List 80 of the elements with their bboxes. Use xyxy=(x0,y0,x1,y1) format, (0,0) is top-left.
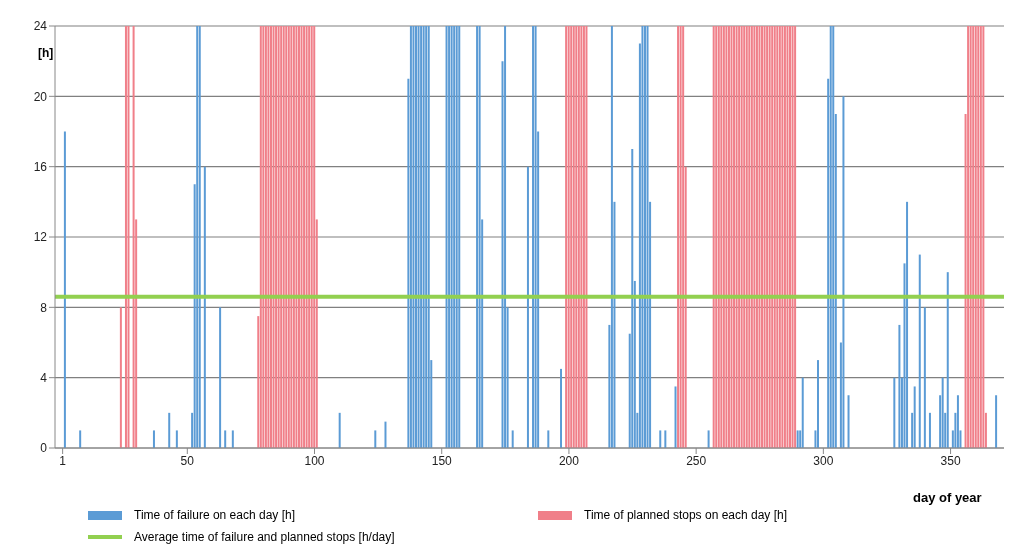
bar xyxy=(832,26,835,448)
bar xyxy=(560,368,563,448)
bar xyxy=(313,26,316,448)
bar xyxy=(63,131,66,448)
bar xyxy=(585,26,588,448)
bar xyxy=(946,272,949,448)
bar xyxy=(847,395,850,448)
bar xyxy=(893,377,896,448)
x-tick-label: 1 xyxy=(59,453,67,468)
bar xyxy=(547,430,550,448)
bar xyxy=(409,26,412,448)
bar xyxy=(928,412,931,448)
bar xyxy=(707,430,710,448)
bar xyxy=(664,430,667,448)
bar xyxy=(259,26,262,448)
x-tick-label: 250 xyxy=(686,453,707,468)
bar xyxy=(610,26,613,448)
x-tick-label: 150 xyxy=(431,453,453,468)
bar xyxy=(646,26,649,448)
bar xyxy=(384,421,387,448)
bar xyxy=(913,386,916,448)
x-tick-label: 50 xyxy=(180,453,195,468)
bar xyxy=(231,430,234,448)
x-tick-label: 300 xyxy=(813,453,834,468)
bar xyxy=(445,26,448,448)
bar xyxy=(175,430,178,448)
bar xyxy=(152,430,155,448)
bar xyxy=(982,26,985,448)
y-tick-label: 20 xyxy=(33,89,48,104)
bar xyxy=(796,430,799,448)
bar xyxy=(786,26,789,448)
legend-label: Time of failure on each day [h] xyxy=(134,508,295,522)
bar xyxy=(906,201,909,448)
bar xyxy=(272,26,275,448)
bar xyxy=(224,430,227,448)
bar xyxy=(712,26,715,448)
bar xyxy=(956,395,959,448)
bar xyxy=(995,395,998,448)
bar xyxy=(941,377,944,448)
legend-label: Average time of failure and planned stops [h/day] xyxy=(134,530,395,544)
bar xyxy=(458,26,461,448)
bar xyxy=(511,430,514,448)
bar xyxy=(504,26,507,448)
bar xyxy=(219,307,222,448)
y-tick-label: 24 xyxy=(33,19,48,34)
bar xyxy=(631,149,634,448)
y-tick-label: 0 xyxy=(40,441,48,456)
bar xyxy=(829,26,832,448)
x-tick-label: 350 xyxy=(940,453,961,468)
bar xyxy=(338,412,341,448)
y-tick-label: 16 xyxy=(33,159,48,174)
bar xyxy=(412,26,415,448)
bar xyxy=(374,430,377,448)
bar xyxy=(79,430,82,448)
y-tick-label: 12 xyxy=(33,230,48,245)
x-tick-label: 100 xyxy=(304,453,325,468)
bar xyxy=(923,307,926,448)
bar xyxy=(730,26,733,448)
bar xyxy=(682,26,685,448)
bar xyxy=(794,26,797,448)
bar xyxy=(659,430,662,448)
bar xyxy=(758,26,761,448)
bar xyxy=(203,166,206,448)
y-tick-label: 4 xyxy=(40,370,48,385)
bar xyxy=(817,360,819,448)
y-tick-label: 8 xyxy=(40,300,48,315)
bar xyxy=(132,26,135,448)
x-axis-title: day of year xyxy=(913,490,982,505)
bar xyxy=(801,377,804,448)
bar xyxy=(898,324,901,448)
legend-label: Time of planned stops on each day [h] xyxy=(584,508,788,522)
x-tick-label: 200 xyxy=(558,453,580,468)
bar xyxy=(526,166,529,448)
bar xyxy=(119,307,122,448)
bar xyxy=(674,386,677,448)
bar xyxy=(168,412,171,448)
bar xyxy=(300,26,303,448)
bar xyxy=(918,254,921,448)
y-axis-title: [h] xyxy=(38,46,54,60)
bar xyxy=(842,96,845,448)
